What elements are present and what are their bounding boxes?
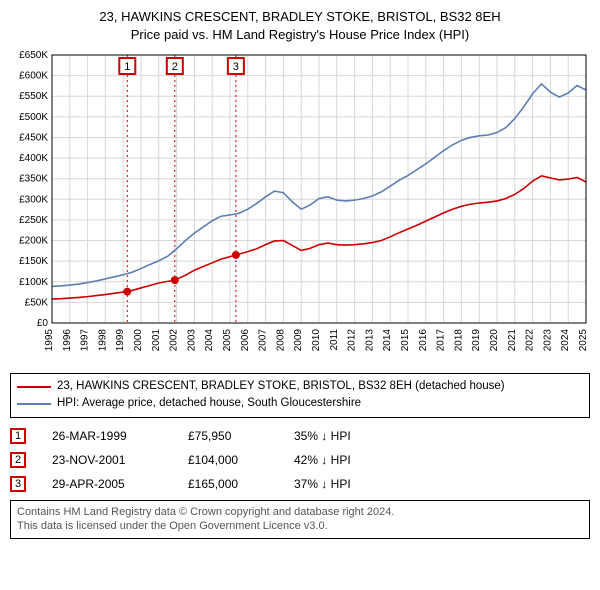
svg-text:£550K: £550K [19, 91, 48, 102]
svg-text:2008: 2008 [275, 329, 286, 352]
svg-text:2000: 2000 [133, 329, 144, 352]
transaction-row: 1 26-MAR-1999 £75,950 35% ↓ HPI [10, 428, 590, 444]
svg-text:£200K: £200K [19, 236, 48, 247]
svg-text:2023: 2023 [542, 329, 553, 352]
svg-text:1: 1 [124, 61, 130, 73]
svg-text:2004: 2004 [204, 329, 215, 352]
svg-text:1998: 1998 [97, 329, 108, 352]
svg-text:2021: 2021 [507, 329, 518, 352]
svg-text:£50K: £50K [25, 297, 49, 308]
svg-text:2: 2 [172, 61, 178, 73]
chart-title: 23, HAWKINS CRESCENT, BRADLEY STOKE, BRI… [8, 8, 592, 43]
title-line-1: 23, HAWKINS CRESCENT, BRADLEY STOKE, BRI… [8, 8, 592, 26]
svg-text:2003: 2003 [186, 329, 197, 352]
svg-text:2016: 2016 [418, 329, 429, 352]
svg-text:2019: 2019 [471, 329, 482, 352]
transaction-price: £104,000 [188, 453, 268, 467]
svg-text:£250K: £250K [19, 215, 48, 226]
svg-text:£600K: £600K [19, 71, 48, 82]
legend-row-hpi: HPI: Average price, detached house, Sout… [17, 395, 583, 412]
svg-text:2007: 2007 [258, 329, 269, 352]
transaction-marker: 2 [10, 452, 26, 468]
transaction-date: 26-MAR-1999 [52, 429, 162, 443]
svg-text:2020: 2020 [489, 329, 500, 352]
svg-text:2022: 2022 [525, 329, 536, 352]
transaction-pct: 42% ↓ HPI [294, 453, 394, 467]
legend-label-hpi: HPI: Average price, detached house, Sout… [57, 395, 361, 412]
footer-line-1: Contains HM Land Registry data © Crown c… [17, 505, 583, 520]
svg-text:2005: 2005 [222, 329, 233, 352]
svg-text:2018: 2018 [453, 329, 464, 352]
svg-text:2025: 2025 [578, 329, 589, 352]
transaction-price: £75,950 [188, 429, 268, 443]
svg-text:1999: 1999 [115, 329, 126, 352]
svg-text:£300K: £300K [19, 194, 48, 205]
attribution-footer: Contains HM Land Registry data © Crown c… [10, 500, 590, 540]
transaction-table: 1 26-MAR-1999 £75,950 35% ↓ HPI 2 23-NOV-2001… [10, 428, 590, 492]
price-chart: £0 £50K £100K £150K £200K £250K £300K £350K £400… [8, 49, 592, 367]
svg-text:1995: 1995 [44, 329, 55, 352]
svg-text:2015: 2015 [400, 329, 411, 352]
legend-label-property: 23, HAWKINS CRESCENT, BRADLEY STOKE, BRI… [57, 378, 505, 395]
svg-text:2010: 2010 [311, 329, 322, 352]
legend-swatch-hpi [17, 403, 51, 405]
legend: 23, HAWKINS CRESCENT, BRADLEY STOKE, BRI… [10, 373, 590, 418]
transaction-date: 29-APR-2005 [52, 477, 162, 491]
svg-text:2013: 2013 [364, 329, 375, 352]
legend-row-property: 23, HAWKINS CRESCENT, BRADLEY STOKE, BRI… [17, 378, 583, 395]
transaction-pct: 35% ↓ HPI [294, 429, 394, 443]
chart-svg: £0 £50K £100K £150K £200K £250K £300K £350K £400… [8, 49, 592, 367]
svg-text:2002: 2002 [169, 329, 180, 352]
svg-text:2011: 2011 [329, 329, 340, 351]
svg-text:2001: 2001 [151, 329, 162, 352]
transaction-marker: 3 [10, 476, 26, 492]
title-line-2: Price paid vs. HM Land Registry's House … [8, 26, 592, 44]
svg-text:£400K: £400K [19, 153, 48, 164]
svg-text:£0: £0 [37, 318, 49, 329]
svg-text:2014: 2014 [382, 329, 393, 352]
transaction-price: £165,000 [188, 477, 268, 491]
svg-text:1997: 1997 [80, 329, 91, 352]
transaction-date: 23-NOV-2001 [52, 453, 162, 467]
svg-text:£450K: £450K [19, 133, 48, 144]
transaction-pct: 37% ↓ HPI [294, 477, 394, 491]
transaction-row: 3 29-APR-2005 £165,000 37% ↓ HPI [10, 476, 590, 492]
transaction-row: 2 23-NOV-2001 £104,000 42% ↓ HPI [10, 452, 590, 468]
legend-swatch-property [17, 386, 51, 388]
svg-text:3: 3 [233, 61, 239, 73]
svg-text:2009: 2009 [293, 329, 304, 352]
transaction-marker: 1 [10, 428, 26, 444]
svg-text:2006: 2006 [240, 329, 251, 352]
svg-text:2012: 2012 [347, 329, 358, 352]
svg-text:2024: 2024 [560, 329, 571, 352]
svg-text:£150K: £150K [19, 256, 48, 267]
footer-line-2: This data is licensed under the Open Gov… [17, 519, 583, 534]
svg-text:£350K: £350K [19, 174, 48, 185]
svg-text:1996: 1996 [62, 329, 73, 352]
svg-text:£100K: £100K [19, 277, 48, 288]
svg-text:£500K: £500K [19, 112, 48, 123]
svg-text:£650K: £650K [19, 50, 48, 61]
svg-text:2017: 2017 [436, 329, 447, 352]
